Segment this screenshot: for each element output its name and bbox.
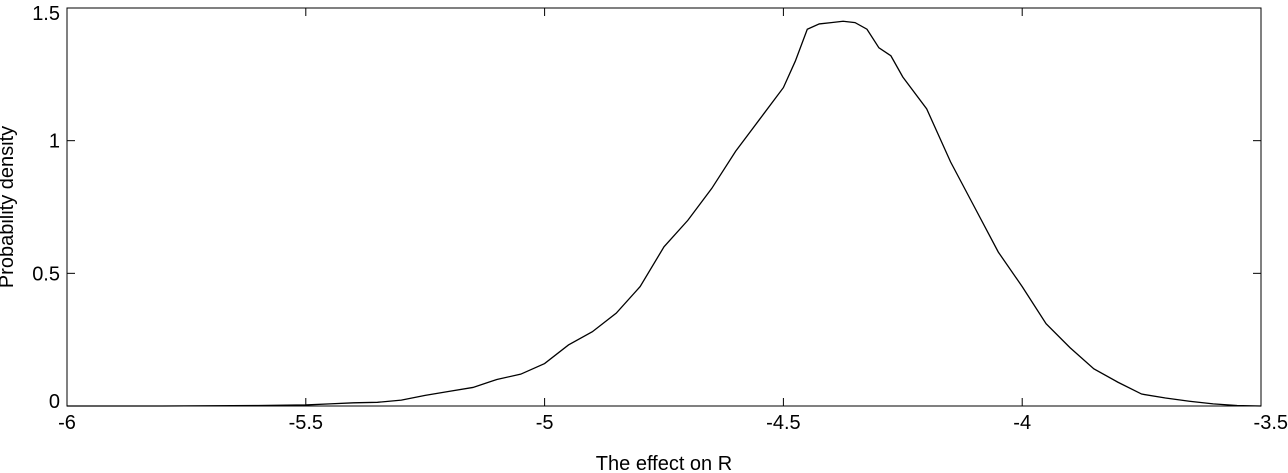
plot-frame bbox=[66, 7, 1262, 407]
density-curve bbox=[67, 20, 1262, 407]
x-axis-title: The effect on R bbox=[596, 453, 732, 473]
x-tick-label: -4.5 bbox=[766, 412, 800, 434]
y-tick-label: 0.5 bbox=[32, 263, 60, 285]
y-tick-label: 0 bbox=[49, 391, 60, 413]
x-tick-label: -3.5 bbox=[1254, 412, 1288, 434]
x-tick-label: -4 bbox=[1013, 412, 1031, 434]
axis-ticks bbox=[66, 7, 1262, 407]
x-tick-label: -5 bbox=[536, 412, 554, 434]
x-tick-label: -5.5 bbox=[289, 412, 323, 434]
y-axis-title: Probability density bbox=[0, 126, 18, 288]
x-tick-label: -6 bbox=[58, 412, 76, 434]
y-tick-label: 1 bbox=[49, 131, 60, 153]
axis-tick-labels: -6 -5.5 -5 -4.5 -4 -3.5 0 0.5 1 1.5 bbox=[32, 3, 1288, 434]
y-tick-label: 1.5 bbox=[32, 3, 60, 25]
